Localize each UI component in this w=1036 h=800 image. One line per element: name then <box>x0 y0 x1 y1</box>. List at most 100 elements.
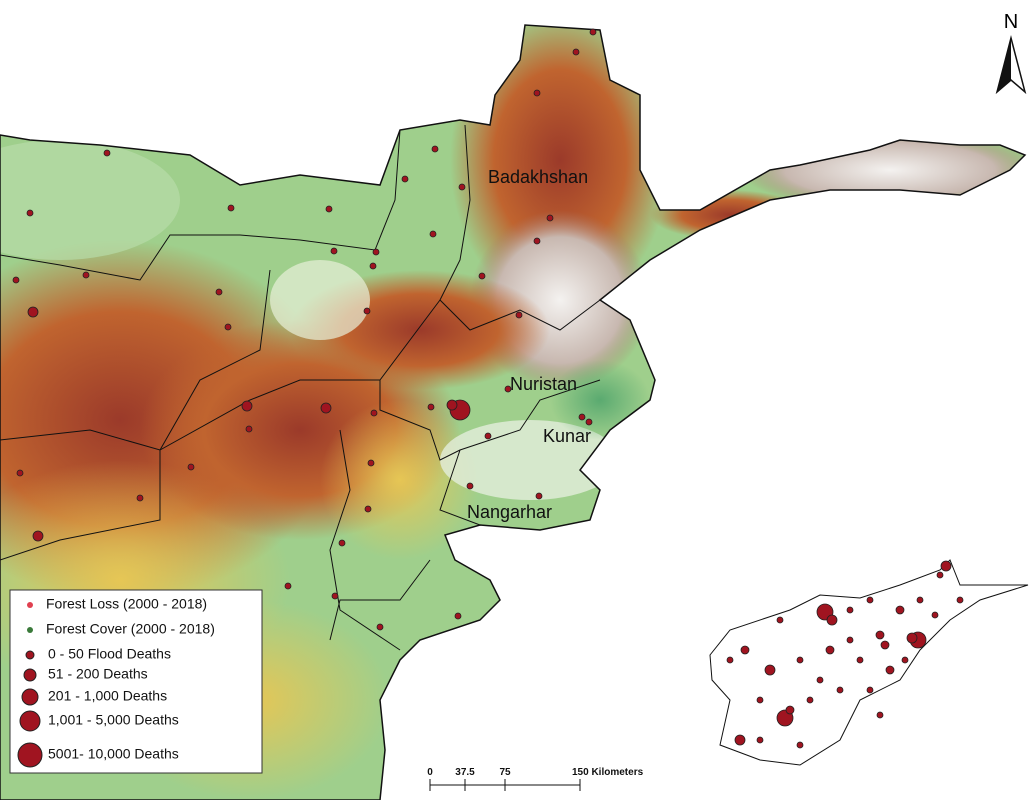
flood-point <box>484 432 492 440</box>
scale-label: 0 <box>427 767 433 778</box>
flood-point <box>940 560 952 572</box>
flood-point <box>27 306 39 318</box>
flood-point <box>546 214 554 222</box>
flood-point <box>825 645 835 655</box>
flood-point <box>330 247 338 255</box>
flood-point <box>431 145 439 153</box>
flood-point <box>734 734 746 746</box>
flood-points <box>12 28 597 631</box>
flood-point <box>245 425 253 433</box>
flood-point <box>215 288 223 296</box>
flood-point <box>846 636 854 644</box>
flood-point <box>826 614 838 626</box>
flood-point <box>16 469 24 477</box>
legend-label: 51 - 200 Deaths <box>48 666 148 682</box>
flood-point <box>376 623 384 631</box>
flood-point <box>776 616 784 624</box>
scale-label: 37.5 <box>455 767 475 778</box>
flood-point <box>187 463 195 471</box>
flood-point <box>369 262 377 270</box>
flood-point <box>535 492 543 500</box>
flood-point <box>478 272 486 280</box>
north-arrow: N <box>995 11 1027 95</box>
legend: Forest Loss (2000 - 2018) Forest Cover (2… <box>9 589 263 774</box>
flood-point <box>931 611 939 619</box>
inset-map <box>709 559 1029 766</box>
flood-point <box>876 711 884 719</box>
flood-point <box>429 230 437 238</box>
province-label: Kunar <box>543 426 591 446</box>
flood-point <box>284 582 292 590</box>
flood-point <box>916 596 924 604</box>
scale-label: 150 Kilometers <box>572 767 644 778</box>
legend-box <box>9 589 263 774</box>
flood-point <box>836 686 844 694</box>
flood-point <box>956 596 964 604</box>
scale-label: 75 <box>499 767 511 778</box>
flood-point <box>572 48 580 56</box>
flood-point <box>515 311 523 319</box>
flood-point <box>875 630 885 640</box>
flood-point <box>901 656 909 664</box>
province-label: Nangarhar <box>467 502 552 522</box>
legend-label: 5001- 10,000 Deaths <box>48 746 179 762</box>
flood-point <box>533 89 541 97</box>
flood-point <box>241 400 253 412</box>
flood-point <box>32 530 44 542</box>
province-label: Badakhshan <box>488 167 588 187</box>
flood-point <box>427 403 435 411</box>
legend-symbol <box>19 710 41 732</box>
flood-point <box>756 696 764 704</box>
flood-point <box>796 656 804 664</box>
north-label: N <box>1004 11 1018 33</box>
flood-point <box>585 418 593 426</box>
flood-point <box>224 323 232 331</box>
flood-point <box>796 741 804 749</box>
flood-point <box>363 307 371 315</box>
flood-point <box>370 409 378 417</box>
flood-point <box>866 596 874 604</box>
scale-bar: 0 37.5 75 150 Kilometers <box>427 767 644 791</box>
flood-point <box>82 271 90 279</box>
legend-label: 0 - 50 Flood Deaths <box>48 646 171 662</box>
flood-point <box>466 482 474 490</box>
flood-point <box>331 592 339 600</box>
legend-symbol <box>25 650 35 660</box>
legend-label: Forest Loss (2000 - 2018) <box>46 596 207 612</box>
flood-point <box>136 494 144 502</box>
flood-point <box>785 705 795 715</box>
flood-point <box>906 632 918 644</box>
legend-symbol <box>27 627 33 633</box>
flood-point <box>816 676 824 684</box>
legend-label: 1,001 - 5,000 Deaths <box>48 712 179 728</box>
flood-point <box>103 149 111 157</box>
flood-point <box>12 276 20 284</box>
legend-symbol <box>21 688 39 706</box>
flood-point <box>885 665 895 675</box>
flood-point <box>26 209 34 217</box>
flood-point <box>806 696 814 704</box>
flood-point <box>578 413 586 421</box>
flood-point <box>454 612 462 620</box>
flood-point <box>338 539 346 547</box>
legend-symbol <box>27 602 33 608</box>
flood-point <box>325 205 333 213</box>
legend-label: Forest Cover (2000 - 2018) <box>46 621 215 637</box>
flood-point <box>589 28 597 36</box>
flood-point <box>401 175 409 183</box>
flood-point <box>846 606 854 614</box>
province-label: Nuristan <box>510 374 577 394</box>
province-borders <box>0 124 601 651</box>
legend-symbol <box>17 742 43 768</box>
flood-point <box>227 204 235 212</box>
flood-point <box>504 385 512 393</box>
legend-symbol <box>23 668 37 682</box>
flood-point <box>936 571 944 579</box>
flood-point <box>866 686 874 694</box>
flood-point <box>367 459 375 467</box>
flood-point <box>320 402 332 414</box>
flood-point <box>446 399 458 411</box>
flood-point <box>726 656 734 664</box>
flood-point <box>856 656 864 664</box>
